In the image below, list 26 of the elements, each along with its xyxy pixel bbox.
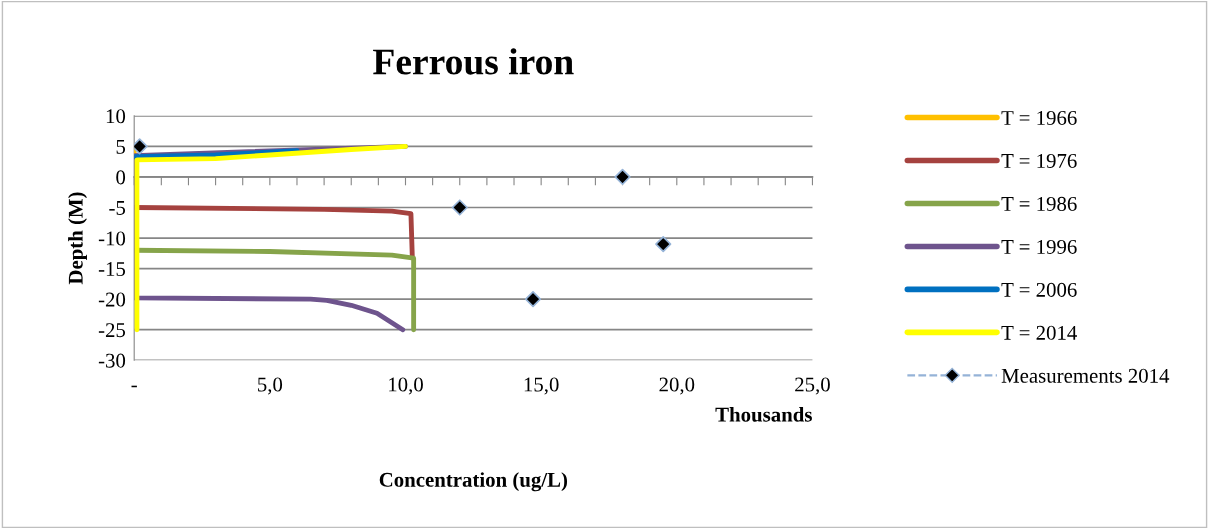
- y-tick-label: -15: [98, 262, 126, 277]
- y-tick-label: -25: [98, 323, 126, 338]
- chart-title: Ferrous iron: [373, 48, 574, 75]
- x-tick-label: 10,0: [389, 377, 423, 395]
- y-tick-label: -5: [109, 201, 126, 215]
- legend-label: Measurements 2014: [1001, 368, 1170, 383]
- y-tick-label: 0: [116, 170, 126, 185]
- x-tick-label: 25,0: [795, 377, 830, 395]
- x-tick-label: 15,0: [524, 377, 559, 395]
- x-tick-label: 5,0: [258, 377, 283, 395]
- legend-label: T = 2006: [1001, 282, 1077, 297]
- y-tick-label: -20: [98, 292, 126, 307]
- y-tick-label: -30: [98, 353, 126, 368]
- legend-label: T = 1966: [1001, 110, 1077, 125]
- x-axis-title: Concentration (ug/L): [379, 472, 568, 492]
- y-axis-title: Depth (M): [68, 192, 87, 285]
- legend-label: T = 2014: [1001, 325, 1077, 340]
- y-tick-label: -10: [98, 231, 126, 246]
- legend-label: T = 1986: [1001, 196, 1077, 211]
- y-tick-label: 10: [106, 109, 126, 124]
- text: Thousands: [715, 407, 812, 422]
- legend-label: T = 1976: [1001, 153, 1077, 168]
- x-tick-label: 20,0: [659, 377, 695, 395]
- legend-label: T = 1996: [1001, 239, 1077, 254]
- x-tick-label: -: [131, 385, 137, 388]
- y-tick-label: 5: [116, 139, 126, 154]
